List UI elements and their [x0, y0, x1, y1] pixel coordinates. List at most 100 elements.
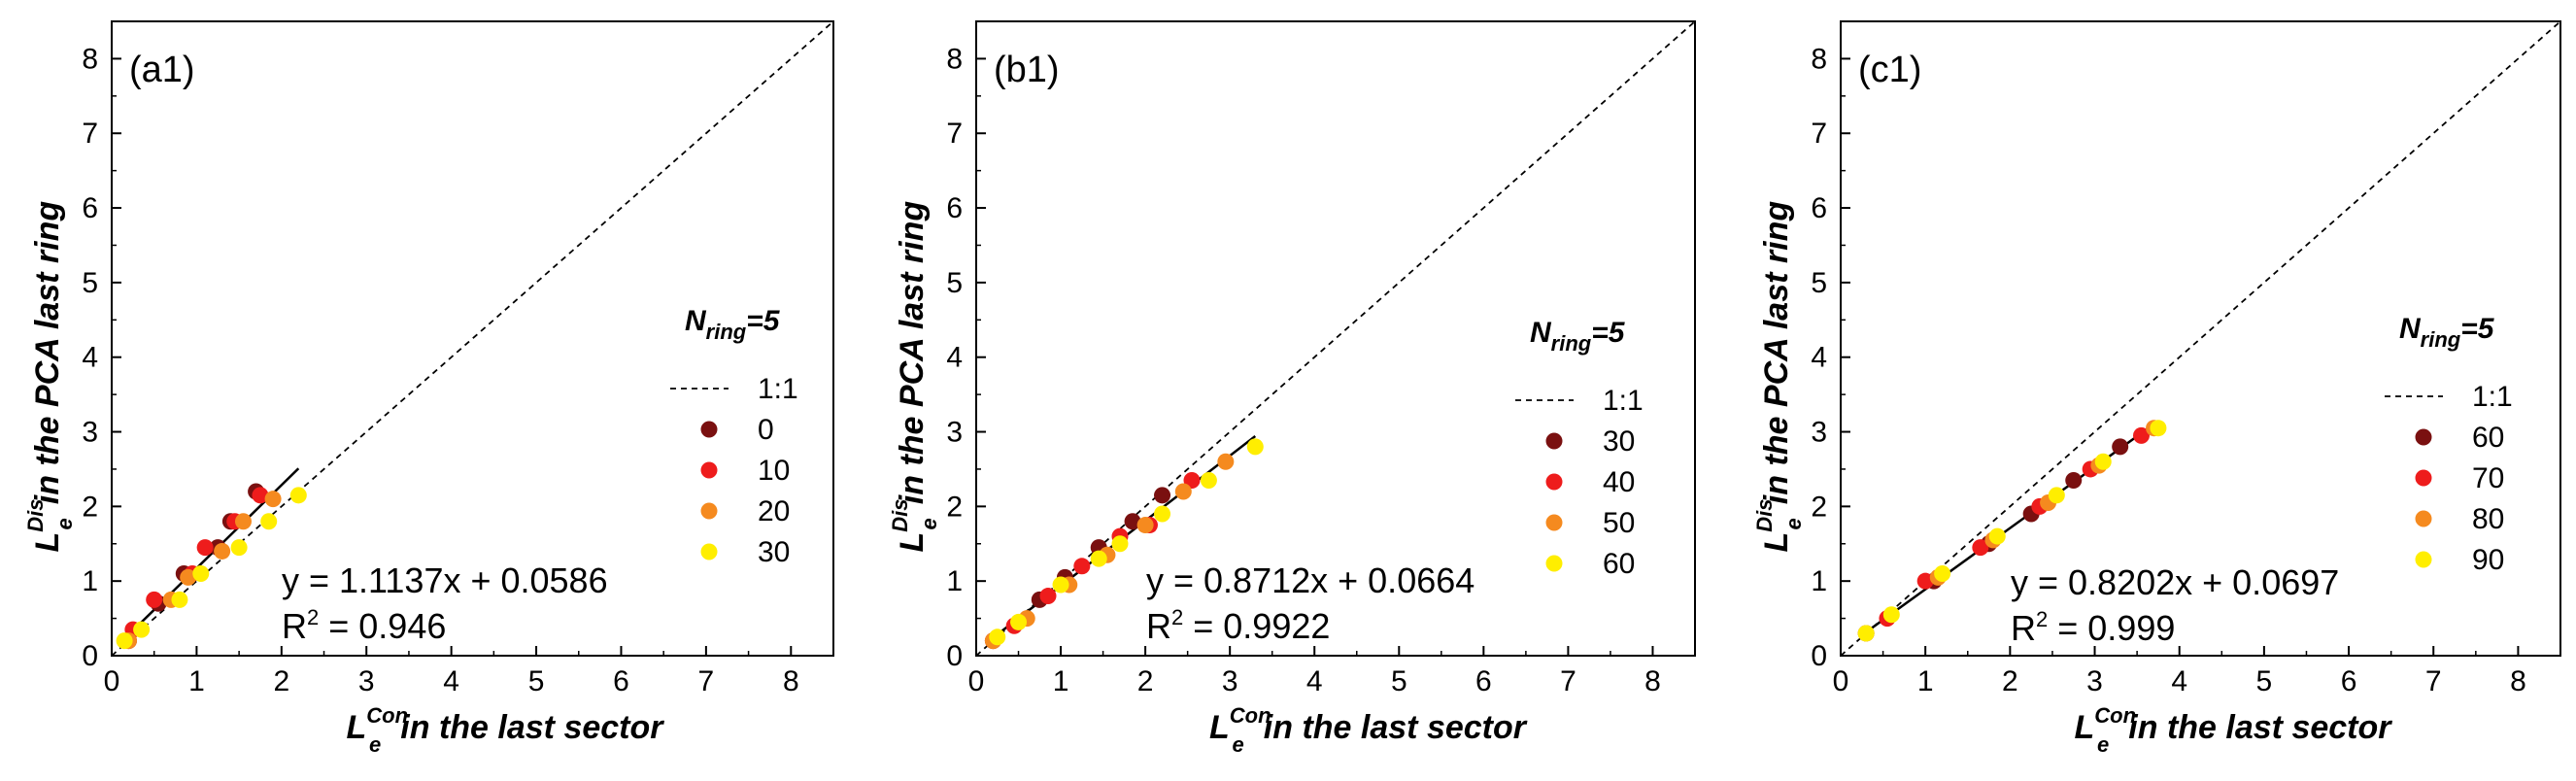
legend-marker [1545, 473, 1563, 491]
r2-sup: 2 [1171, 605, 1183, 629]
data-point [234, 513, 252, 530]
r2-value: = 0.946 [319, 606, 446, 646]
x-label-main: L [1209, 709, 1230, 746]
data-point [289, 487, 307, 504]
data-point [1052, 576, 1069, 594]
data-point [1174, 483, 1192, 500]
legend-entry-label: 10 [758, 455, 790, 487]
y-tick-label: 1 [82, 565, 98, 597]
data-point [196, 539, 214, 557]
y-tick-label: 8 [1811, 43, 1827, 75]
data-point [1246, 438, 1264, 456]
legend-ref-line-label: 1:1 [758, 373, 798, 405]
x-tick-label: 8 [783, 665, 799, 697]
x-tick-label: 4 [1306, 665, 1323, 697]
data-point [1857, 625, 1875, 642]
fit-r2: R2 = 0.9922 [1146, 605, 1330, 646]
regression-line [1861, 420, 2159, 636]
panel-label: (b1) [994, 50, 1060, 90]
x-tick-label: 1 [188, 665, 205, 697]
y-label-sub: e [52, 518, 77, 529]
y-axis-label: LDis e in the PCA last ring [1752, 201, 1806, 553]
data-point [1111, 535, 1129, 553]
legend-entry-label: 70 [2472, 462, 2504, 494]
panel-label: (a1) [129, 50, 195, 90]
x-label-sup: Con [366, 703, 408, 728]
legend-ref-line-label: 1:1 [2472, 381, 2513, 413]
x-label-sup: Con [1230, 703, 1271, 728]
x-tick-label: 8 [1644, 665, 1661, 697]
legend-marker [1545, 514, 1563, 531]
data-point [230, 539, 248, 557]
y-axis-label: LDis e in the PCA last ring [888, 201, 941, 553]
legend-title-sub: ring [1551, 331, 1592, 356]
plot-frame [111, 20, 834, 657]
data-point [1183, 471, 1201, 489]
x-tick-label: 3 [1222, 665, 1238, 697]
x-label-sub: e [369, 732, 381, 757]
series-60 [989, 438, 1264, 646]
y-tick-label: 1 [946, 565, 963, 597]
y-tick-label: 8 [82, 43, 98, 75]
y-tick-label: 0 [1811, 640, 1827, 672]
y-label-main: L [1758, 532, 1795, 553]
data-point [192, 564, 210, 582]
x-tick-label: 7 [1560, 665, 1576, 697]
r2-prefix: R [2011, 608, 2036, 648]
data-point [1934, 564, 1951, 582]
y-label-main: L [894, 532, 931, 553]
legend-entry-label: 30 [1603, 425, 1635, 458]
x-tick-label: 6 [1475, 665, 1492, 697]
legend-title-rest: =5 [746, 305, 781, 337]
data-point [260, 513, 278, 530]
plot-frame [975, 20, 1696, 657]
fit-r2: R2 = 0.946 [282, 605, 446, 646]
x-tick-label: 5 [2256, 665, 2273, 697]
data-point [2112, 438, 2129, 456]
fit-equation: y = 1.1137x + 0.0586 [282, 560, 608, 600]
y-label-rest: in the PCA last ring [1758, 201, 1795, 505]
x-axis-label: LCon e in the last sector [1209, 703, 1528, 757]
y-tick-label: 6 [82, 192, 98, 224]
data-point [1090, 550, 1107, 567]
data-point [1200, 471, 1217, 489]
x-tick-label: 0 [1833, 665, 1849, 697]
data-point [146, 591, 163, 608]
data-point [2150, 420, 2167, 437]
r2-sup: 2 [307, 605, 319, 629]
fit-r2: R2 = 0.999 [2011, 607, 2175, 648]
y-tick-label: 7 [82, 118, 98, 150]
legend-marker [2415, 510, 2432, 527]
x-label-sub: e [1233, 732, 1244, 757]
y-tick-label: 6 [946, 192, 963, 224]
x-tick-label: 2 [273, 665, 289, 697]
y-tick-label: 2 [1811, 491, 1827, 523]
r2-value: = 0.9922 [1183, 606, 1330, 646]
x-tick-label: 7 [2425, 665, 2442, 697]
data-point [1039, 588, 1057, 605]
r2-prefix: R [282, 606, 307, 646]
legend-entry-label: 0 [758, 414, 774, 446]
legend-marker [1545, 432, 1563, 450]
y-label-sup: Dis [1752, 498, 1777, 531]
y-tick-label: 5 [82, 267, 98, 299]
data-point [264, 491, 282, 508]
y-tick-label: 4 [82, 342, 98, 374]
y-tick-label: 0 [946, 640, 963, 672]
x-label-rest: in the last sector [1264, 709, 1528, 746]
data-point [1916, 572, 1934, 590]
panel-label: (c1) [1858, 50, 1921, 90]
legend-title-main: N [2399, 313, 2422, 345]
legend-entry-label: 20 [758, 495, 790, 527]
legend-entry-label: 40 [1603, 466, 1635, 498]
y-tick-label: 3 [946, 417, 963, 449]
y-tick-label: 5 [1811, 267, 1827, 299]
legend-entry-label: 80 [2472, 503, 2504, 535]
y-label-sub: e [917, 518, 941, 529]
x-tick-label: 1 [1053, 665, 1069, 697]
x-tick-label: 3 [358, 665, 375, 697]
x-tick-label: 4 [443, 665, 459, 697]
data-point [252, 487, 269, 504]
x-axis-label: LCon e in the last sector [347, 703, 665, 757]
